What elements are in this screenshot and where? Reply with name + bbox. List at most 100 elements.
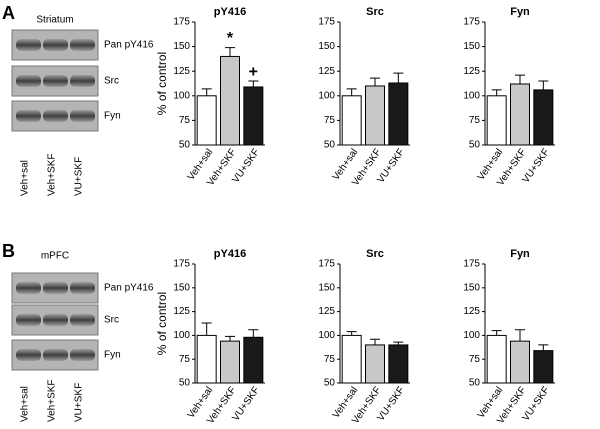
y-tick-label: 75 xyxy=(179,354,191,365)
y-tick-label: 175 xyxy=(463,17,480,28)
bar xyxy=(243,86,264,146)
blot-band xyxy=(70,110,95,122)
error-bar xyxy=(370,77,380,86)
y-tick-label: 75 xyxy=(324,115,336,126)
blot-label: Pan pY416 xyxy=(104,283,154,294)
region-label: mPFC xyxy=(41,251,69,262)
blot-label: Fyn xyxy=(104,111,121,122)
bar xyxy=(365,344,385,384)
error-bar xyxy=(491,330,502,336)
y-tick-label: 100 xyxy=(463,90,480,101)
y-tick-label: 125 xyxy=(463,66,480,77)
bar xyxy=(341,334,362,384)
bar xyxy=(365,85,385,146)
region-label: Striatum xyxy=(36,15,73,26)
y-tick-label: 150 xyxy=(173,282,190,293)
chart-title: Src xyxy=(366,6,384,18)
y-tick-label: 150 xyxy=(463,282,480,293)
blot-band xyxy=(43,110,68,122)
y-tick-label: 50 xyxy=(324,140,336,151)
bar xyxy=(388,344,409,384)
blot-label: Src xyxy=(104,76,119,87)
blot-band xyxy=(70,349,95,361)
y-tick-label: 75 xyxy=(469,354,481,365)
blot-label: Pan pY416 xyxy=(104,40,154,51)
lane-label: Veh+SKF xyxy=(47,379,58,422)
annotation: * xyxy=(227,30,234,47)
blot-band xyxy=(70,75,95,87)
chart-title: Fyn xyxy=(510,6,530,18)
blot-band xyxy=(43,39,68,51)
y-tick-label: 100 xyxy=(318,330,335,341)
lane-label: VU+SKF xyxy=(74,157,85,196)
error-bar xyxy=(225,47,235,57)
error-bar xyxy=(515,329,525,342)
y-tick-label: 50 xyxy=(469,378,481,389)
bar xyxy=(486,95,507,146)
y-tick-label: 175 xyxy=(463,259,480,270)
annotation: + xyxy=(249,63,258,80)
blot-band xyxy=(70,39,95,51)
y-tick-label: 175 xyxy=(318,17,335,28)
blot-band xyxy=(16,75,41,87)
y-tick-label: 175 xyxy=(173,259,190,270)
blot-band xyxy=(16,39,41,51)
blot-band xyxy=(16,349,41,361)
y-tick-label: 75 xyxy=(469,115,481,126)
blot-band xyxy=(43,349,68,361)
error-bar xyxy=(393,341,404,345)
blot-label: Fyn xyxy=(104,350,121,361)
blot-band xyxy=(16,282,41,294)
y-tick-label: 50 xyxy=(179,140,191,151)
lane-label: Veh+sal xyxy=(20,386,31,422)
y-tick-label: 175 xyxy=(173,17,190,28)
y-tick-label: 100 xyxy=(463,330,480,341)
error-bar xyxy=(370,338,380,345)
chart-title: Src xyxy=(366,248,384,260)
bar xyxy=(220,340,240,384)
chart-title: Fyn xyxy=(510,248,530,260)
error-bar xyxy=(393,72,404,84)
panel-letter: B xyxy=(2,241,15,261)
bar xyxy=(196,95,217,146)
y-axis-label: % of control xyxy=(155,292,169,355)
blot-band xyxy=(43,75,68,87)
blot-band xyxy=(16,314,41,326)
bar xyxy=(510,340,530,384)
bar xyxy=(388,82,409,146)
y-tick-label: 50 xyxy=(179,378,191,389)
bar xyxy=(220,55,240,146)
bar xyxy=(196,334,217,384)
y-tick-label: 125 xyxy=(173,66,190,77)
y-tick-label: 125 xyxy=(318,306,335,317)
error-bar xyxy=(538,344,549,351)
y-axis-label: % of control xyxy=(155,52,169,115)
error-bar xyxy=(201,322,212,336)
bar xyxy=(510,83,530,146)
error-bar xyxy=(346,331,357,336)
y-tick-label: 125 xyxy=(463,306,480,317)
blot-band xyxy=(70,282,95,294)
y-tick-label: 175 xyxy=(318,259,335,270)
blot-band xyxy=(43,314,68,326)
error-bar xyxy=(225,335,235,342)
bar xyxy=(243,336,264,384)
error-bar xyxy=(491,89,502,96)
y-tick-label: 50 xyxy=(469,140,481,151)
bar xyxy=(341,95,362,146)
y-tick-label: 75 xyxy=(324,354,336,365)
error-bar xyxy=(346,88,357,96)
y-tick-label: 100 xyxy=(318,90,335,101)
lane-label: VU+SKF xyxy=(74,383,85,422)
bar xyxy=(486,334,507,384)
y-tick-label: 150 xyxy=(318,282,335,293)
y-tick-label: 75 xyxy=(179,115,191,126)
y-tick-label: 50 xyxy=(324,378,336,389)
y-tick-label: 150 xyxy=(318,41,335,52)
blot-label: Src xyxy=(104,315,119,326)
y-tick-label: 100 xyxy=(173,330,190,341)
panel-letter: A xyxy=(2,3,15,23)
bar xyxy=(533,350,554,384)
error-bar xyxy=(201,88,212,96)
